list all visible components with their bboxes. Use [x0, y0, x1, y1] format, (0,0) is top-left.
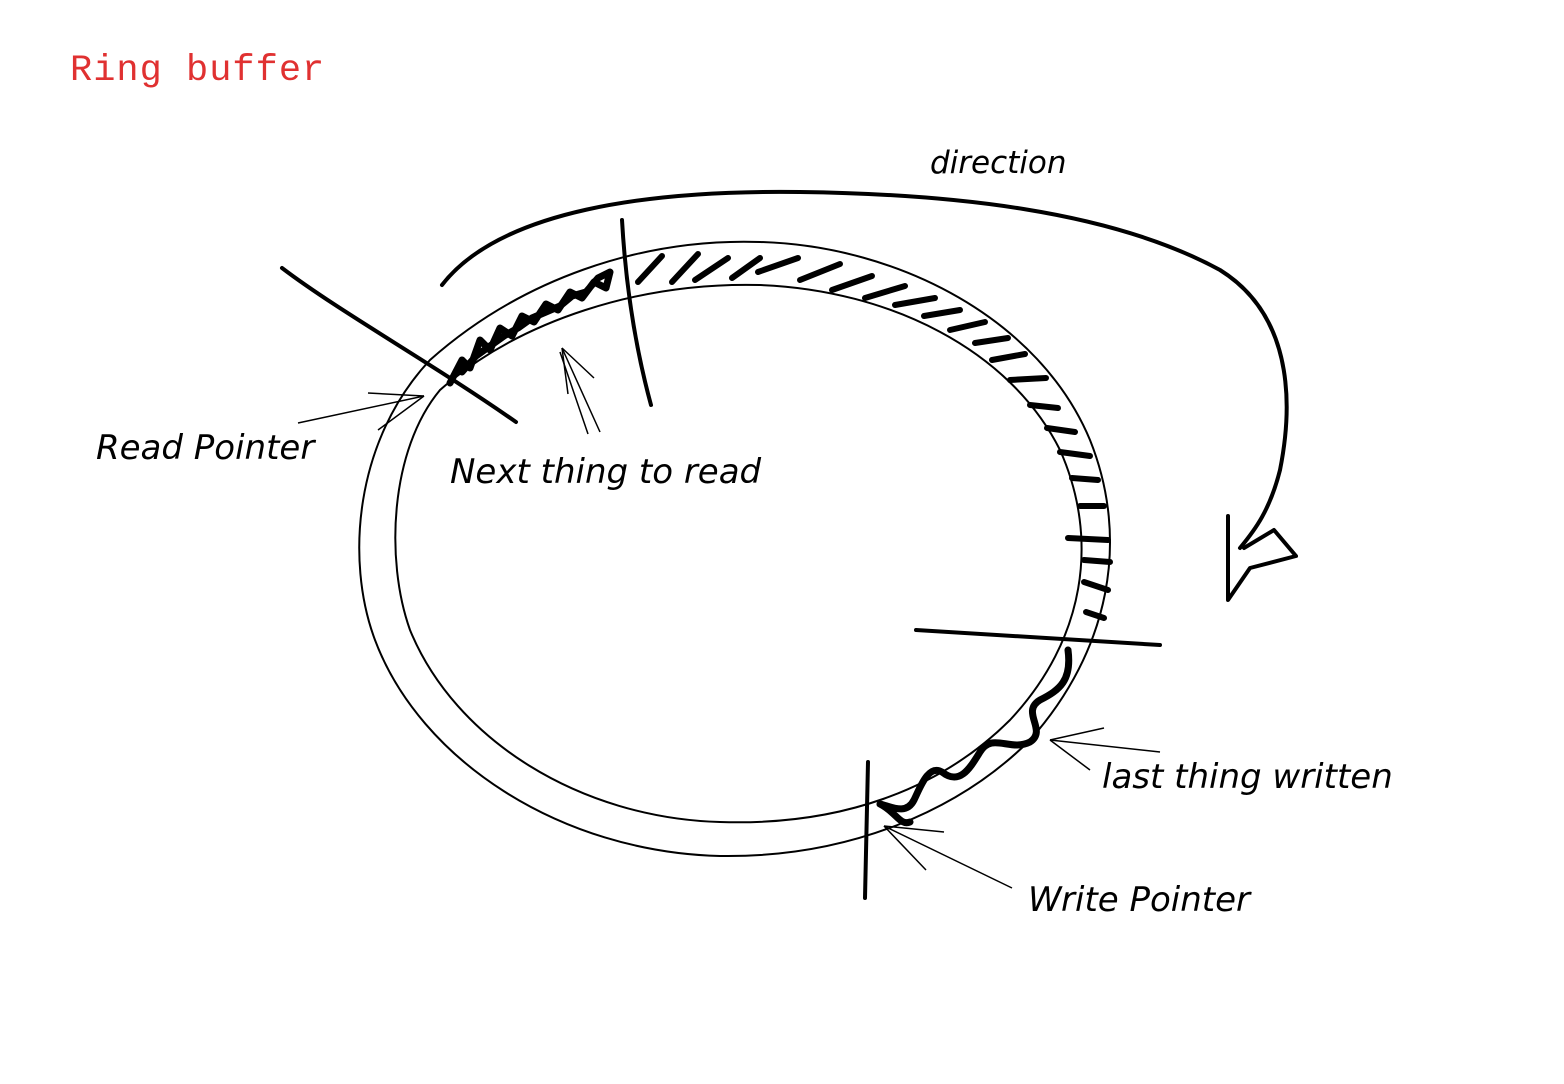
read-pointer-arrow: [298, 393, 424, 430]
last-written-scribble: [880, 650, 1069, 823]
write-pointer-line: [865, 762, 868, 898]
last-written-arrow: [1050, 728, 1160, 770]
inner-ring: [395, 285, 1081, 822]
direction-label: direction: [930, 145, 1067, 181]
last-thing-written-label: last thing written: [1102, 757, 1393, 797]
buffer-hatching: [638, 254, 1110, 618]
direction-arrow: [442, 192, 1287, 548]
diagram-title: Ring buffer: [70, 50, 326, 92]
write-pointer-arrow: [884, 826, 1012, 888]
direction-arrowhead: [1228, 516, 1296, 600]
next-read-arrow: [560, 348, 600, 434]
outer-ring: [359, 242, 1110, 856]
read-pointer-label: Read Pointer: [96, 428, 315, 468]
read-boundary-line: [622, 220, 651, 405]
read-pointer-line: [282, 268, 516, 422]
next-read-scribble: [450, 272, 610, 383]
write-pointer-label: Write Pointer: [1028, 880, 1251, 920]
write-boundary-line: [916, 630, 1160, 645]
next-thing-to-read-label: Next thing to read: [450, 452, 762, 492]
